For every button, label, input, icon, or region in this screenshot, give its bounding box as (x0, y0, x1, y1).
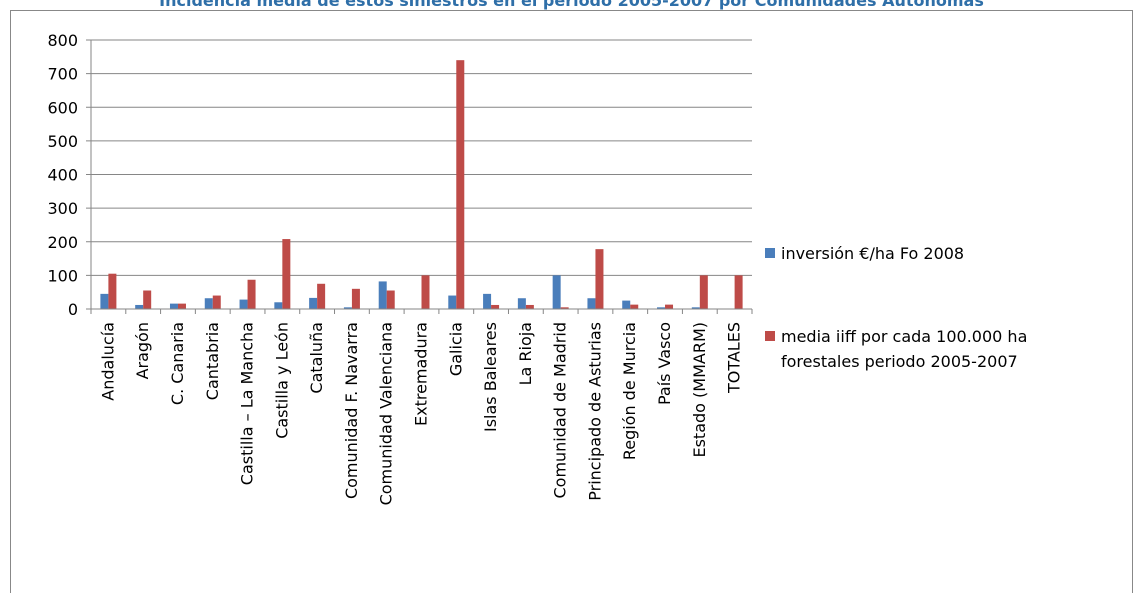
bar-series-2 (317, 283, 326, 309)
x-tick-label: Castilla y León (272, 322, 291, 439)
y-tick-label: 600 (47, 98, 78, 117)
x-tick-label: Islas Baleares (481, 322, 500, 432)
bar-series-1 (448, 295, 457, 309)
x-tick-label: Comunidad de Madrid (551, 322, 570, 499)
x-tick-label: Comunidad F. Navarra (342, 322, 361, 499)
bar-series-1 (378, 281, 387, 309)
x-tick-label: Andalucía (98, 322, 117, 401)
bar-series-2 (456, 60, 465, 309)
bar-series-1 (691, 307, 700, 309)
bar-series-2 (247, 279, 256, 309)
chart-title: Incidencia media de estos siniestros en … (159, 0, 984, 10)
bar-series-1 (483, 293, 492, 309)
bar-series-2 (699, 275, 708, 309)
y-tick-label: 800 (47, 31, 78, 50)
legend-label: media iiff por cada 100.000 ha forestales… (781, 327, 1027, 371)
bar-series-1 (274, 302, 283, 309)
x-tick-label: Cantabria (203, 322, 222, 400)
bar-series-1 (587, 298, 596, 309)
x-tick-label: Extremadura (412, 322, 431, 426)
bar-series-2 (595, 249, 604, 309)
x-tick-label: Galicia (446, 322, 465, 376)
bar-series-2 (212, 295, 221, 309)
bar-series-1 (552, 275, 561, 309)
bar-series-1 (204, 298, 213, 309)
x-tick-label: País Vasco (655, 322, 674, 405)
y-tick-label: 0 (68, 300, 78, 319)
x-tick-label: Estado (MMARM) (690, 322, 709, 458)
x-tick-label: Comunidad Valenciana (377, 322, 396, 505)
bar-series-2 (560, 307, 569, 309)
bar-series-1 (343, 307, 352, 309)
bar-series-1 (135, 304, 144, 309)
bar-series-2 (491, 304, 500, 309)
bar-series-2 (421, 275, 430, 309)
bar-series-2 (630, 304, 639, 309)
bar-series-1 (309, 297, 318, 309)
x-tick-label: C. Canaria (168, 322, 187, 405)
bar-series-1 (239, 299, 248, 309)
legend-label: inversión €/ha Fo 2008 (781, 244, 964, 263)
bar-series-1 (169, 303, 178, 309)
y-tick-label: 700 (47, 65, 78, 84)
bar-series-1 (622, 300, 631, 309)
y-tick-label: 400 (47, 166, 78, 185)
x-tick-label: Castilla – La Mancha (238, 322, 257, 485)
bar-series-2 (282, 239, 291, 309)
bar-series-1 (657, 307, 666, 309)
x-axis-ticks: Andalucía Aragón C. Canaria Cantabria Castil… (90, 309, 753, 505)
bar-series-2 (108, 273, 117, 309)
bar-series-2 (525, 304, 534, 309)
x-tick-label: TOTALES (725, 322, 744, 394)
y-axis-ticks: 0 100 200 300 400 500 600 700 800 (47, 31, 91, 319)
chart-frame (10, 10, 1133, 593)
x-tick-label: Cataluña (307, 322, 326, 394)
legend: inversión €/ha Fo 2008 media iiff por cad… (765, 244, 1027, 371)
bars (100, 60, 743, 309)
bar-series-2 (734, 275, 743, 309)
x-tick-label: Aragón (133, 322, 152, 379)
legend-swatch (765, 248, 775, 258)
bar-series-1 (517, 298, 526, 309)
bar-series-2 (177, 303, 186, 309)
bar-series-2 (351, 288, 360, 309)
bar-series-2 (386, 290, 395, 309)
y-tick-label: 500 (47, 132, 78, 151)
grid-lines (91, 39, 752, 276)
x-tick-label: La Rioja (516, 322, 535, 385)
bar-series-2 (143, 290, 152, 309)
y-tick-label: 100 (47, 266, 78, 285)
x-tick-label: Principado de Asturias (585, 322, 604, 501)
axes (90, 40, 752, 310)
x-tick-label: Región de Murcia (620, 322, 639, 460)
y-tick-label: 300 (47, 199, 78, 218)
bar-series-2 (665, 304, 674, 309)
legend-swatch (765, 331, 775, 341)
bar-series-1 (100, 293, 109, 309)
y-tick-label: 200 (47, 233, 78, 252)
